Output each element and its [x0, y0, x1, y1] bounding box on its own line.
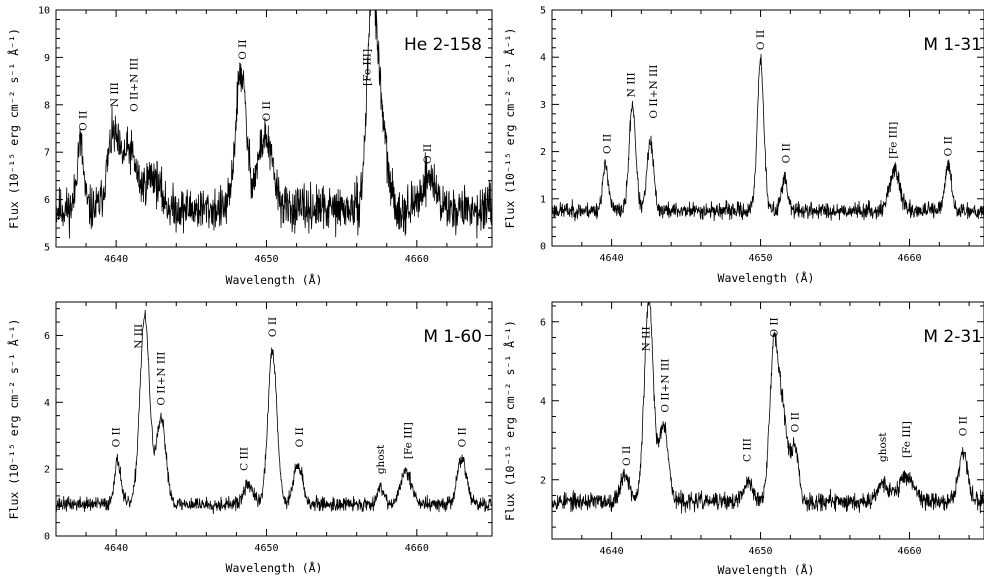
- plot-frame: [55, 301, 493, 537]
- y-tick-label: 2: [44, 465, 50, 476]
- y-tick-label: 10: [38, 6, 50, 17]
- line-annotation: C III: [238, 447, 250, 471]
- y-tick-label: 2: [540, 475, 546, 486]
- x-tick-label: 4640: [600, 253, 624, 264]
- y-tick-label: 3: [540, 100, 546, 111]
- line-annotation: O II: [78, 111, 90, 131]
- spectrum-line: [552, 302, 984, 514]
- line-annotation: [Fe III]: [402, 422, 414, 459]
- x-axis-label: Wavelength (Å): [718, 270, 815, 285]
- line-annotation: O II: [602, 134, 614, 154]
- plot-frame: [551, 301, 984, 540]
- spectrum-line: [552, 54, 984, 222]
- line-annotation: O II+N III: [129, 58, 141, 112]
- line-annotation: ghost: [877, 432, 889, 462]
- plot-frame: [551, 9, 984, 247]
- x-tick-label: 4660: [405, 254, 429, 265]
- line-annotation: O II+N III: [156, 352, 168, 406]
- x-tick-label: 4660: [897, 253, 921, 264]
- y-tick-label: 6: [44, 331, 50, 342]
- y-tick-label: 6: [44, 195, 50, 206]
- line-annotation: O II: [789, 412, 801, 432]
- spectrum-panel-m-1-60: 4640 4650 4660 0 2 4 6 Wavelength (Å) Flux (10⁻¹…: [6, 301, 493, 575]
- y-tick-label: 1: [540, 194, 546, 205]
- y-axis-label: Flux (10⁻¹⁵ erg cm⁻² s⁻¹ Å⁻¹): [502, 28, 517, 229]
- y-tick-label: 5: [540, 6, 546, 17]
- line-annotation: O II: [621, 446, 633, 466]
- y-axis-label: Flux (10⁻¹⁵ erg cm⁻² s⁻¹ Å⁻¹): [6, 28, 21, 229]
- line-annotation: [Fe III]: [362, 49, 374, 86]
- y-tick-label: 5: [44, 243, 50, 254]
- y-tick-label: 4: [44, 398, 50, 409]
- spectrum-line: [56, 309, 492, 515]
- x-tick-label: 4650: [254, 254, 278, 265]
- y-tick-label: 8: [44, 100, 50, 111]
- spectrum-panel-he-2-158: 4640 4650 4660 5 6 7 8 9 10 Wavelength (Å) Flux (1…: [6, 6, 493, 287]
- y-tick-label: 2: [540, 147, 546, 158]
- x-axis-label: Wavelength (Å): [226, 272, 323, 287]
- y-tick-label: 7: [44, 148, 50, 159]
- line-annotation: O II: [456, 427, 468, 447]
- panel-title: M 2-31: [923, 327, 982, 347]
- line-annotation: C III: [742, 438, 754, 462]
- line-annotation: O II: [943, 136, 955, 156]
- x-tick-label: 4650: [254, 543, 278, 554]
- x-axis-label: Wavelength (Å): [718, 562, 815, 577]
- x-tick-label: 4640: [104, 543, 128, 554]
- y-tick-label: 9: [44, 53, 50, 64]
- line-annotation: O II+N III: [648, 65, 660, 119]
- spectrum-panel-m-2-31: 4640 4650 4660 2 4 6 Wavelength (Å) Flux (10⁻¹⁵…: [502, 301, 984, 577]
- plot-frame: [55, 9, 493, 248]
- line-annotation: O II: [267, 317, 279, 337]
- y-tick-label: 6: [540, 317, 546, 328]
- x-tick-label: 4640: [600, 546, 624, 557]
- y-axis-label: Flux (10⁻¹⁵ erg cm⁻² s⁻¹ Å⁻¹): [6, 319, 21, 520]
- panel-title: M 1-60: [423, 327, 482, 347]
- line-annotation: O II: [261, 101, 273, 121]
- spectrum-line: [56, 10, 492, 239]
- y-tick-label: 4: [540, 53, 546, 64]
- line-annotation: O II: [111, 427, 123, 447]
- x-tick-label: 4650: [749, 253, 773, 264]
- x-tick-label: 4650: [749, 546, 773, 557]
- x-tick-label: 4660: [897, 546, 921, 557]
- line-annotation: O II: [294, 427, 306, 447]
- x-tick-label: 4660: [405, 543, 429, 554]
- panel-title: M 1-31: [923, 35, 982, 55]
- line-annotation: ghost: [375, 444, 387, 474]
- y-tick-label: 0: [44, 532, 50, 543]
- line-annotation: O II: [755, 30, 767, 50]
- line-annotation: O II: [958, 416, 970, 436]
- line-annotation: O II+N III: [660, 359, 672, 413]
- y-tick-label: 0: [540, 242, 546, 253]
- x-axis-label: Wavelength (Å): [226, 560, 323, 575]
- y-axis-label: Flux (10⁻¹⁵ erg cm⁻² s⁻¹ Å⁻¹): [502, 320, 517, 521]
- line-annotation: O II: [768, 317, 780, 337]
- line-annotation: O II: [422, 144, 434, 164]
- line-annotation: O II: [237, 40, 249, 60]
- x-tick-label: 4640: [104, 254, 128, 265]
- panel-title: He 2-158: [404, 35, 482, 55]
- spectrum-panel-m-1-31: 4640 4650 4660 0 1 2 3 4 5 Wavelength (Å) Flux (10…: [502, 6, 984, 285]
- line-annotation: O II: [780, 143, 792, 163]
- line-annotation: N III: [133, 324, 145, 349]
- line-annotation: N III: [625, 72, 637, 97]
- line-annotation: N III: [640, 326, 652, 351]
- line-annotation: [Fe III]: [888, 122, 900, 159]
- y-tick-label: 4: [540, 396, 546, 407]
- line-annotation: N III: [109, 82, 121, 107]
- line-annotation: [Fe III]: [901, 421, 913, 458]
